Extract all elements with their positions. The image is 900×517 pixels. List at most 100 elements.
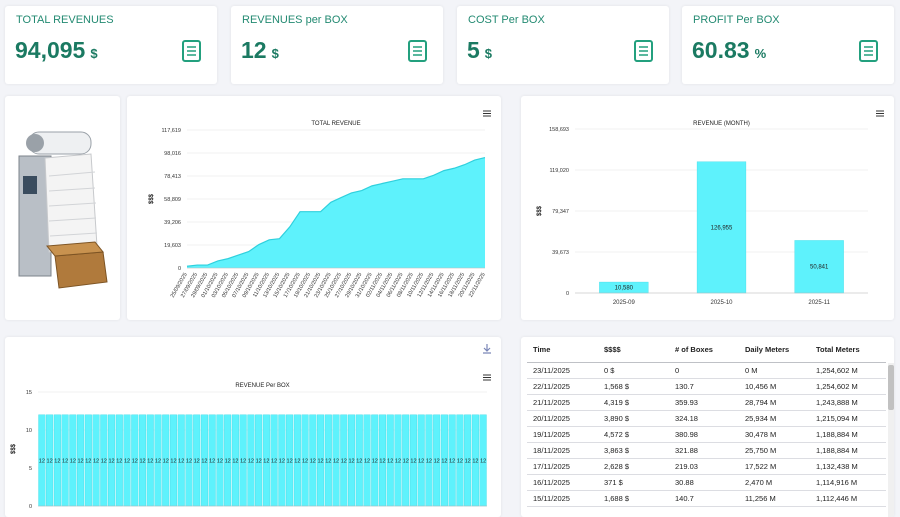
table-cell: 1,243,888 M	[816, 398, 858, 407]
table-cell: 22/11/2025	[533, 382, 570, 391]
kpi-icon	[182, 40, 201, 62]
data-label: 12	[116, 458, 122, 464]
data-label: 126,955	[711, 225, 733, 231]
chart-title: REVENUE (MONTH)	[693, 121, 750, 127]
data-label: 12	[387, 458, 393, 464]
data-label: 12	[310, 458, 316, 464]
table-cell: 16/11/2025	[533, 478, 570, 487]
machine-screen	[23, 176, 37, 194]
data-label: 12	[457, 458, 463, 464]
table-cell: 28,794 M	[745, 398, 777, 407]
data-label: 12	[434, 458, 440, 464]
data-label: 12	[108, 458, 114, 464]
kpi-label: COST Per BOX	[468, 14, 545, 26]
data-label: 12	[372, 458, 378, 464]
data-label: 12	[101, 458, 107, 464]
table-cell: 23/11/2025	[533, 366, 570, 375]
data-label: 12	[93, 458, 99, 464]
area-line	[186, 157, 486, 267]
data-label: 12	[170, 458, 176, 464]
table-cell: 219.03	[675, 462, 698, 471]
data-label: 12	[317, 458, 323, 464]
data-label: 12	[302, 458, 308, 464]
table-header: $$$$	[604, 345, 621, 354]
data-table: Time $$$$ # of Boxes Daily Meters Total Mete…	[521, 337, 894, 517]
scrollbar-track	[888, 363, 894, 517]
download-icon[interactable]	[483, 344, 491, 354]
table-cell: 15/11/2025	[533, 494, 570, 503]
data-label: 12	[78, 458, 84, 464]
table-cell: 2,628 $	[604, 462, 630, 471]
data-label: 12	[480, 458, 486, 464]
y-tick-label: 39,206	[164, 220, 181, 226]
table-row-line	[527, 426, 886, 427]
kpi-value: 12 $	[241, 37, 279, 64]
data-label: 12	[341, 458, 347, 464]
chart-title: REVENUE Per BOX	[235, 383, 289, 389]
table-cell: 30,478 M	[745, 430, 777, 439]
y-tick-label: 39,673	[552, 250, 569, 256]
table-row-line	[527, 490, 886, 491]
table-cell: 1,188,884 M	[816, 446, 858, 455]
bar	[794, 240, 844, 294]
data-label: 12	[225, 458, 231, 464]
table-cell: 30.88	[675, 478, 694, 487]
table-cell: 321.88	[675, 446, 698, 455]
data-label: 12	[256, 458, 262, 464]
table-cell: 4,572 $	[604, 430, 630, 439]
data-label: 12	[163, 458, 169, 464]
chart-title: TOTAL REVENUE	[311, 121, 360, 127]
table-header: Daily Meters	[745, 345, 790, 354]
table-cell: 1,688 $	[604, 494, 630, 503]
table-cell: 0 $	[604, 366, 615, 375]
data-label: 10,580	[615, 286, 634, 292]
table-header: Time	[533, 345, 551, 354]
y-tick-label: 119,020	[550, 168, 569, 174]
data-label: 12	[271, 458, 277, 464]
table-cell: 1,188,884 M	[816, 430, 858, 439]
kpi-unit: $	[271, 46, 279, 61]
y-tick-label: 5	[29, 466, 32, 472]
kpi-number: 60.83	[692, 37, 750, 63]
data-label: 50,841	[810, 265, 829, 271]
table-cell: 1,254,602 M	[816, 382, 858, 391]
data-label: 12	[85, 458, 91, 464]
x-tick-label: 2025-10	[710, 300, 733, 306]
cardboard-box	[54, 251, 108, 289]
table-cell: 21/11/2025	[533, 398, 570, 407]
table-row-line	[527, 378, 886, 379]
table-cell: 3,863 $	[604, 446, 630, 455]
table-cell: 371 $	[604, 478, 623, 487]
data-label: 12	[201, 458, 207, 464]
x-tick-label: 2025-09	[613, 300, 636, 306]
area-fill	[187, 157, 485, 268]
table-cell: 2,470 M	[745, 478, 773, 487]
kpi-icon	[859, 40, 878, 62]
data-label: 12	[47, 458, 53, 464]
table-row-line	[527, 394, 886, 395]
image-panel	[5, 96, 120, 320]
kpi-card: TOTAL REVENUES 94,095 $	[5, 6, 217, 84]
data-label: 12	[395, 458, 401, 464]
bar	[696, 161, 747, 294]
y-tick-label: 10	[26, 428, 32, 434]
table-cell: 0	[675, 366, 680, 375]
y-tick-label: 158,693	[549, 127, 569, 133]
data-label: 12	[178, 458, 184, 464]
table-cell: 140.7	[675, 494, 694, 503]
icon-sheet	[634, 40, 653, 62]
table-cell: 17,522 M	[745, 462, 777, 471]
data-label: 12	[54, 458, 60, 464]
table-cell: 130.7	[675, 382, 694, 391]
icon-sheet	[408, 40, 427, 62]
kpi-number: 94,095	[15, 37, 86, 63]
table-cell: 1,132,438 M	[816, 462, 858, 471]
x-tick-label: 2025-11	[808, 300, 830, 306]
machine-illustration	[18, 131, 108, 289]
scrollbar-thumb	[888, 365, 894, 410]
data-label: 12	[139, 458, 145, 464]
table-cell: 324.18	[675, 414, 698, 423]
table-header: Total Meters	[816, 345, 860, 354]
table-cell: 1,215,094 M	[816, 414, 858, 423]
table-header: # of Boxes	[675, 345, 713, 354]
